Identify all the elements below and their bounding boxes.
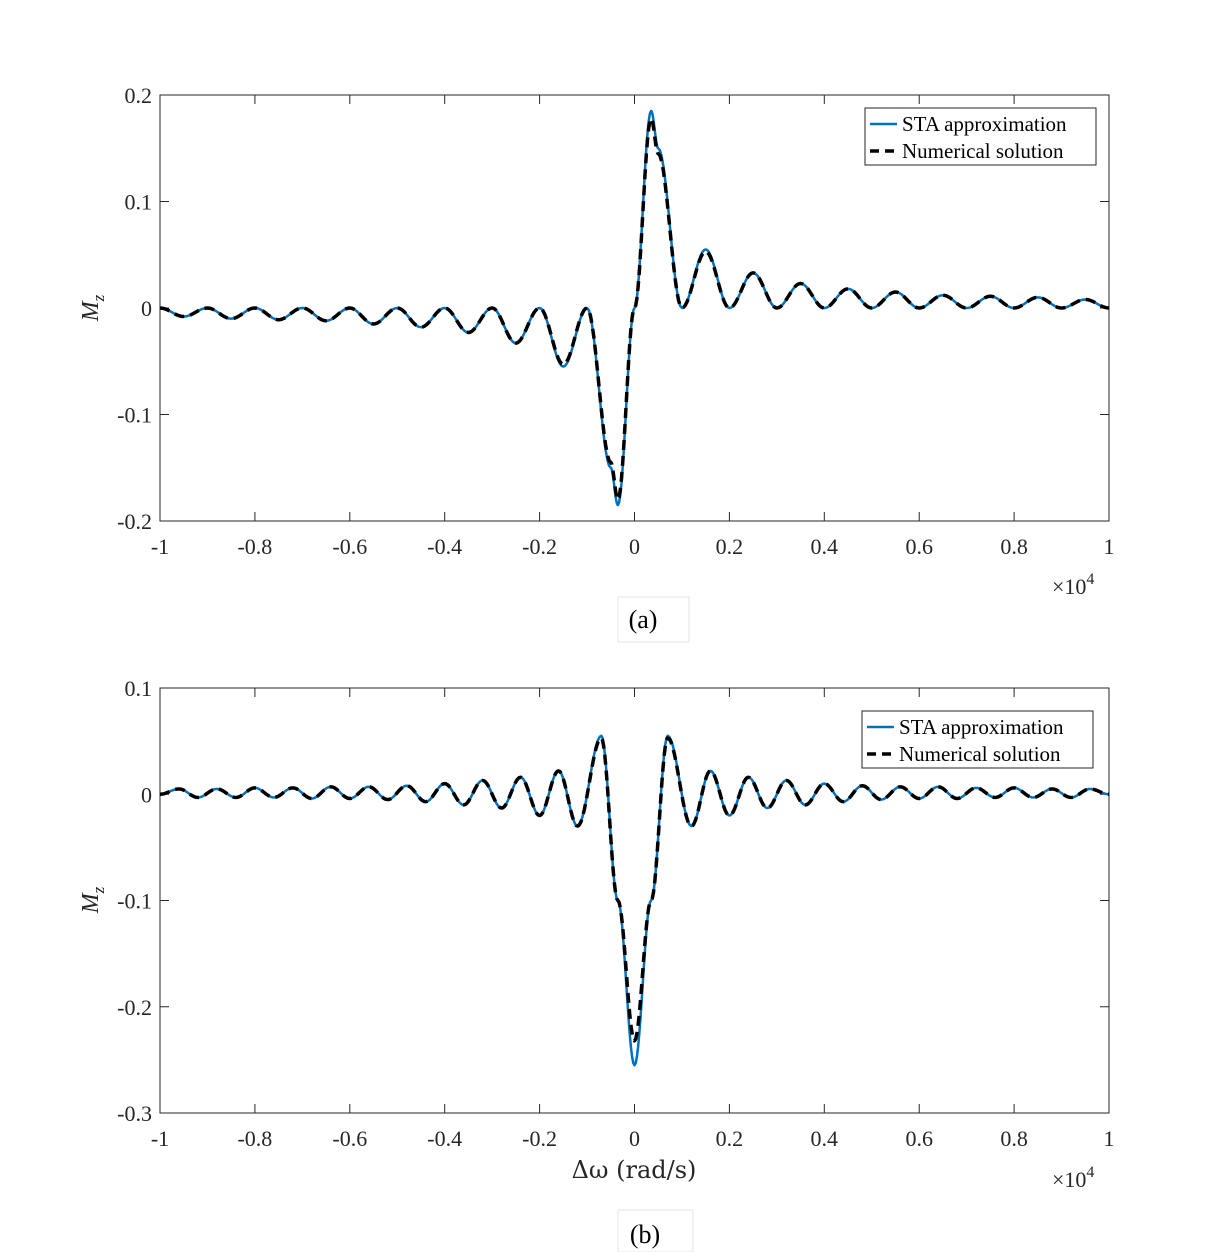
caption-box-a — [617, 596, 690, 643]
x-tick-label-b-2: -0.6 — [332, 1126, 367, 1151]
x-tick-label-b-5: 0 — [629, 1126, 640, 1151]
legend-b: STA approximation Numerical solution — [861, 710, 1094, 769]
y-tick-label-a-2: 0 — [141, 296, 152, 321]
x-tick-label-a-8: 0.6 — [905, 534, 933, 559]
x-multiplier-b: ×104 — [1052, 1164, 1094, 1192]
x-tick-label-b-1: -0.8 — [237, 1126, 272, 1151]
caption-a: (a) — [629, 605, 658, 634]
x-tick-label-a-7: 0.4 — [811, 534, 839, 559]
x-tick-label-a-4: -0.2 — [522, 534, 557, 559]
x-tick-label-b-10: 1 — [1104, 1126, 1115, 1151]
x-tick-label-b-8: 0.6 — [905, 1126, 933, 1151]
x-axis-label-b: Δω (rad/s) — [572, 1156, 697, 1184]
y-tick-label-b-2: -0.1 — [117, 889, 152, 914]
x-tick-labels-a: -1 -0.8 -0.6 -0.4 -0.2 0 0.2 0.4 0.6 0.8 1 — [151, 534, 1115, 559]
caption-b: (b) — [630, 1220, 660, 1249]
x-tick-label-a-3: -0.4 — [427, 534, 462, 559]
y-tick-labels-b: -0.3 -0.2 -0.1 0 0.1 — [117, 676, 152, 1126]
x-tick-label-b-9: 0.8 — [1000, 1126, 1028, 1151]
x-tick-label-b-7: 0.4 — [811, 1126, 839, 1151]
x-tick-label-b-4: -0.2 — [522, 1126, 557, 1151]
x-tick-label-b-0: -1 — [151, 1126, 169, 1151]
y-axis-label-b: Mz — [78, 886, 108, 914]
y-tick-label-a-1: -0.1 — [117, 403, 152, 428]
x-tick-label-a-10: 1 — [1104, 534, 1115, 559]
legend-a: STA approximation Numerical solution — [864, 107, 1097, 166]
x-tick-label-a-1: -0.8 — [237, 534, 272, 559]
legend-label-numerical-a: Numerical solution — [902, 139, 1064, 163]
legend-label-sta-b: STA approximation — [899, 715, 1064, 739]
tick-marks-b — [159, 687, 1110, 1114]
numerical-solution-line-b — [159, 736, 1110, 1043]
y-tick-label-a-4: 0.2 — [125, 83, 153, 108]
series-lines-a — [159, 109, 1110, 507]
y-tick-label-b-3: 0 — [141, 782, 152, 807]
x-tick-label-a-9: 0.8 — [1000, 534, 1028, 559]
y-tick-label-a-0: -0.2 — [117, 509, 152, 534]
x-tick-label-a-6: 0.2 — [716, 534, 744, 559]
series-lines-b — [159, 734, 1110, 1067]
y-tick-label-b-0: -0.3 — [117, 1101, 152, 1126]
numerical-solution-line-a — [159, 116, 1110, 502]
chart-a: -1 -0.8 -0.6 -0.4 -0.2 0 0.2 0.4 0.6 0.8 1 -0.2-0.… — [78, 83, 1115, 643]
x-multiplier-a: ×104 — [1052, 571, 1094, 599]
tick-marks-a — [159, 94, 1110, 522]
caption-box-b — [617, 1209, 694, 1252]
y-tick-label-b-4: 0.1 — [125, 676, 153, 701]
y-tick-label-b-1: -0.2 — [117, 995, 152, 1020]
y-tick-label-a-3: 0.1 — [125, 190, 153, 215]
x-tick-labels-b: -1 -0.8 -0.6 -0.4 -0.2 0 0.2 0.4 0.6 0.8 1 — [151, 1126, 1115, 1151]
x-tick-label-a-5: 0 — [629, 534, 640, 559]
y-tick-labels-a: -0.2 -0.1 0 0.1 0.2 — [117, 83, 152, 534]
legend-label-sta-a: STA approximation — [902, 112, 1067, 136]
x-tick-label-b-3: -0.4 — [427, 1126, 462, 1151]
x-tick-label-b-6: 0.2 — [716, 1126, 744, 1151]
y-axis-label-a: Mz — [78, 294, 108, 322]
x-tick-label-a-2: -0.6 — [332, 534, 367, 559]
legend-label-numerical-b: Numerical solution — [899, 742, 1061, 766]
chart-b: -1 -0.8 -0.6 -0.4 -0.2 0 0.2 0.4 0.6 0.8 1 -0.3-0.… — [78, 676, 1115, 1252]
x-tick-label-a-0: -1 — [151, 534, 169, 559]
